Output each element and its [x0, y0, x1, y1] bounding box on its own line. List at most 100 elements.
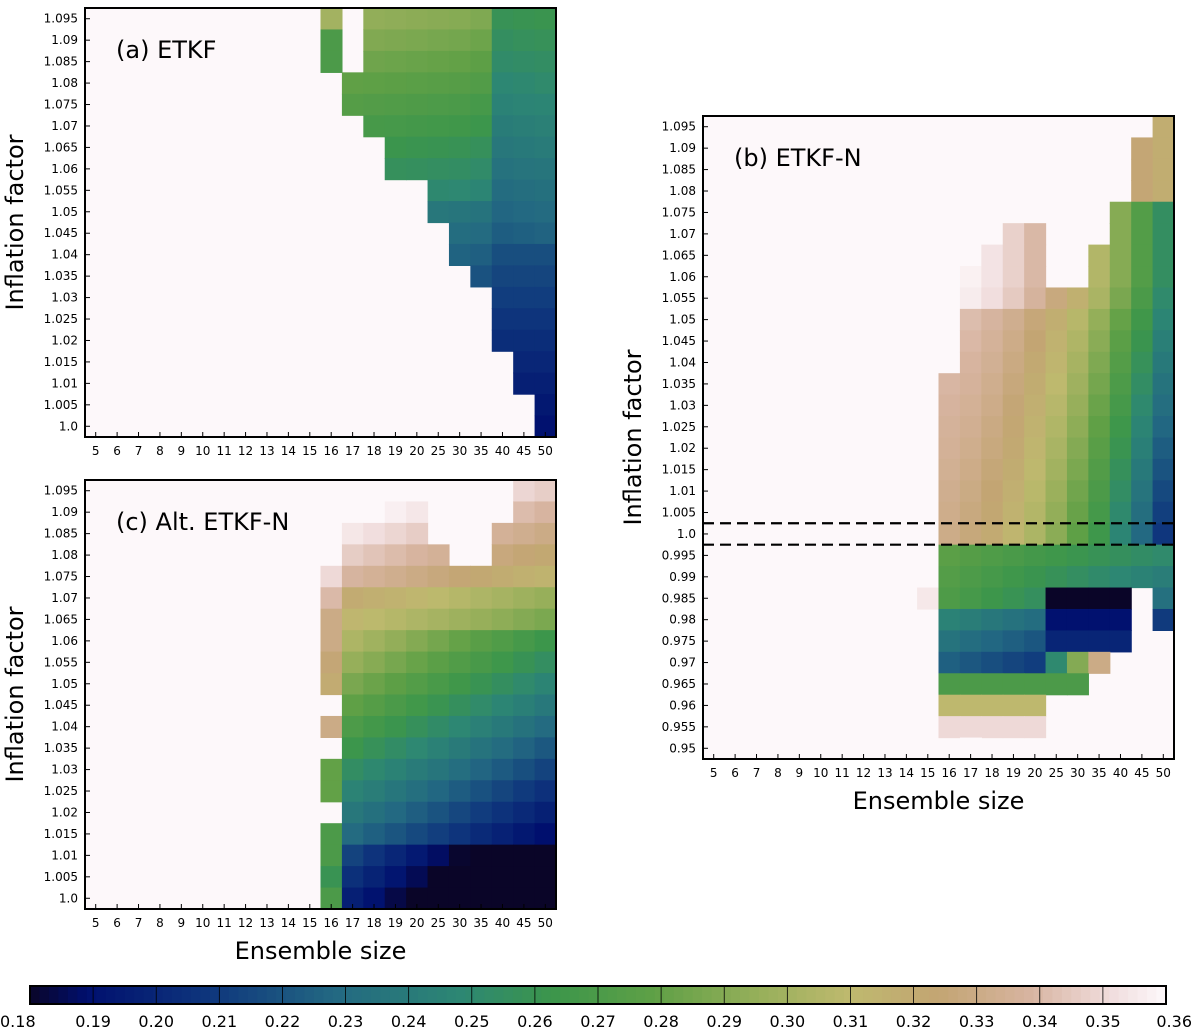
- heatmap-cell: [1045, 673, 1068, 696]
- heatmap-cell: [1045, 501, 1068, 524]
- heatmap-cell: [513, 522, 536, 545]
- y-tick-label: 1.03: [669, 398, 696, 412]
- heatmap-cell: [534, 565, 557, 588]
- heatmap-cell: [1152, 544, 1175, 567]
- y-tick-label: 1.0: [59, 891, 78, 905]
- heatmap-cell: [1109, 587, 1132, 610]
- y-tick-label: 1.08: [669, 184, 696, 198]
- colorbar-segment: [1118, 986, 1129, 1004]
- heatmap-cell: [513, 222, 536, 245]
- heatmap-cell: [384, 887, 407, 910]
- heatmap-cell: [491, 265, 514, 288]
- heatmap-cell: [341, 758, 364, 781]
- heatmap-cell: [470, 673, 493, 696]
- heatmap-cell: [384, 630, 407, 653]
- heatmap-cell: [534, 72, 557, 95]
- y-tick-label: 1.04: [51, 248, 78, 262]
- colorbar-segment: [872, 986, 883, 1004]
- y-tick-label: 1.06: [51, 634, 78, 648]
- heatmap-cell: [363, 501, 386, 524]
- heatmap-cell: [1131, 501, 1154, 524]
- x-axis-title: Ensemble size: [235, 937, 407, 965]
- heatmap-cell: [384, 694, 407, 717]
- heatmap-cell: [1024, 716, 1047, 739]
- heatmap-cell: [534, 673, 557, 696]
- heatmap-cell: [491, 651, 514, 674]
- heatmap-cell: [341, 887, 364, 910]
- heatmap-cell: [427, 50, 450, 73]
- y-tick-label: 1.055: [662, 291, 696, 305]
- heatmap-cell: [938, 544, 961, 567]
- heatmap-cell: [959, 501, 982, 524]
- heatmap-cell: [320, 866, 343, 889]
- colorbar-tick-label: 0.31: [833, 1012, 869, 1031]
- heatmap-cell: [1066, 587, 1089, 610]
- colorbar-segment: [1014, 986, 1025, 1004]
- colorbar-segment: [1080, 986, 1091, 1004]
- colorbar-segment: [957, 986, 968, 1004]
- heatmap-cell: [320, 565, 343, 588]
- heatmap-cell: [534, 415, 557, 438]
- heatmap-cell: [1131, 351, 1154, 374]
- heatmap-cell: [534, 50, 557, 73]
- colorbar-segment: [493, 986, 504, 1004]
- heatmap-cell: [406, 844, 429, 867]
- y-tick-label: 1.015: [662, 463, 696, 477]
- colorbar-segment: [58, 986, 69, 1004]
- heatmap-cell: [384, 565, 407, 588]
- heatmap-cell: [1088, 330, 1111, 353]
- heatmap-cell: [513, 651, 536, 674]
- heatmap-cell: [427, 115, 450, 138]
- heatmap-cell: [1109, 458, 1132, 481]
- heatmap-cell: [384, 673, 407, 696]
- heatmap-cell: [1024, 351, 1047, 374]
- x-tick-label: 5: [710, 766, 718, 780]
- x-tick-label: 9: [178, 444, 186, 458]
- heatmap-cell: [534, 823, 557, 846]
- heatmap-cell: [959, 651, 982, 674]
- heatmap-cell: [1131, 180, 1154, 203]
- heatmap-cell: [406, 780, 429, 803]
- heatmap-cell: [534, 115, 557, 138]
- colorbar-segment: [456, 986, 467, 1004]
- heatmap-cell: [938, 437, 961, 460]
- heatmap-cell: [1088, 501, 1111, 524]
- heatmap-cell: [534, 158, 557, 181]
- heatmap-cell: [1024, 694, 1047, 717]
- heatmap-cell: [1002, 394, 1025, 417]
- y-tick-label: 0.96: [669, 698, 696, 712]
- heatmap-cell: [1152, 501, 1175, 524]
- heatmap-cell: [491, 93, 514, 116]
- y-tick-label: 1.075: [44, 570, 78, 584]
- y-tick-label: 1.085: [44, 527, 78, 541]
- y-tick-label: 1.0: [677, 527, 696, 541]
- heatmap-cell: [1088, 373, 1111, 396]
- heatmap-cell: [427, 93, 450, 116]
- x-tick-label: 25: [1049, 766, 1064, 780]
- heatmap-cell: [406, 737, 429, 760]
- colorbar-tick-label: 0.26: [517, 1012, 553, 1031]
- y-tick-label: 0.99: [669, 570, 696, 584]
- colorbar-segment: [749, 986, 760, 1004]
- heatmap-cell: [959, 608, 982, 631]
- x-tick-label: 18: [984, 766, 999, 780]
- heatmap-cell: [1109, 416, 1132, 439]
- heatmap-cell: [491, 758, 514, 781]
- heatmap-cell: [1066, 480, 1089, 503]
- heatmap-cell: [1002, 544, 1025, 567]
- x-tick-label: 17: [963, 766, 978, 780]
- heatmap-cell: [470, 780, 493, 803]
- heatmap-cell: [1088, 351, 1111, 374]
- colorbar-segment: [796, 986, 807, 1004]
- colorbar-segment: [834, 986, 845, 1004]
- x-tick-label: 35: [473, 916, 488, 930]
- heatmap-cell: [1002, 480, 1025, 503]
- heatmap-cell: [427, 866, 450, 889]
- colorbar-segment: [1071, 986, 1082, 1004]
- colorbar-segment: [1024, 986, 1035, 1004]
- heatmap-cell: [470, 587, 493, 610]
- y-tick-label: 1.065: [662, 248, 696, 262]
- colorbar-segment: [787, 986, 798, 1004]
- heatmap-cell: [320, 780, 343, 803]
- heatmap-cell: [513, 115, 536, 138]
